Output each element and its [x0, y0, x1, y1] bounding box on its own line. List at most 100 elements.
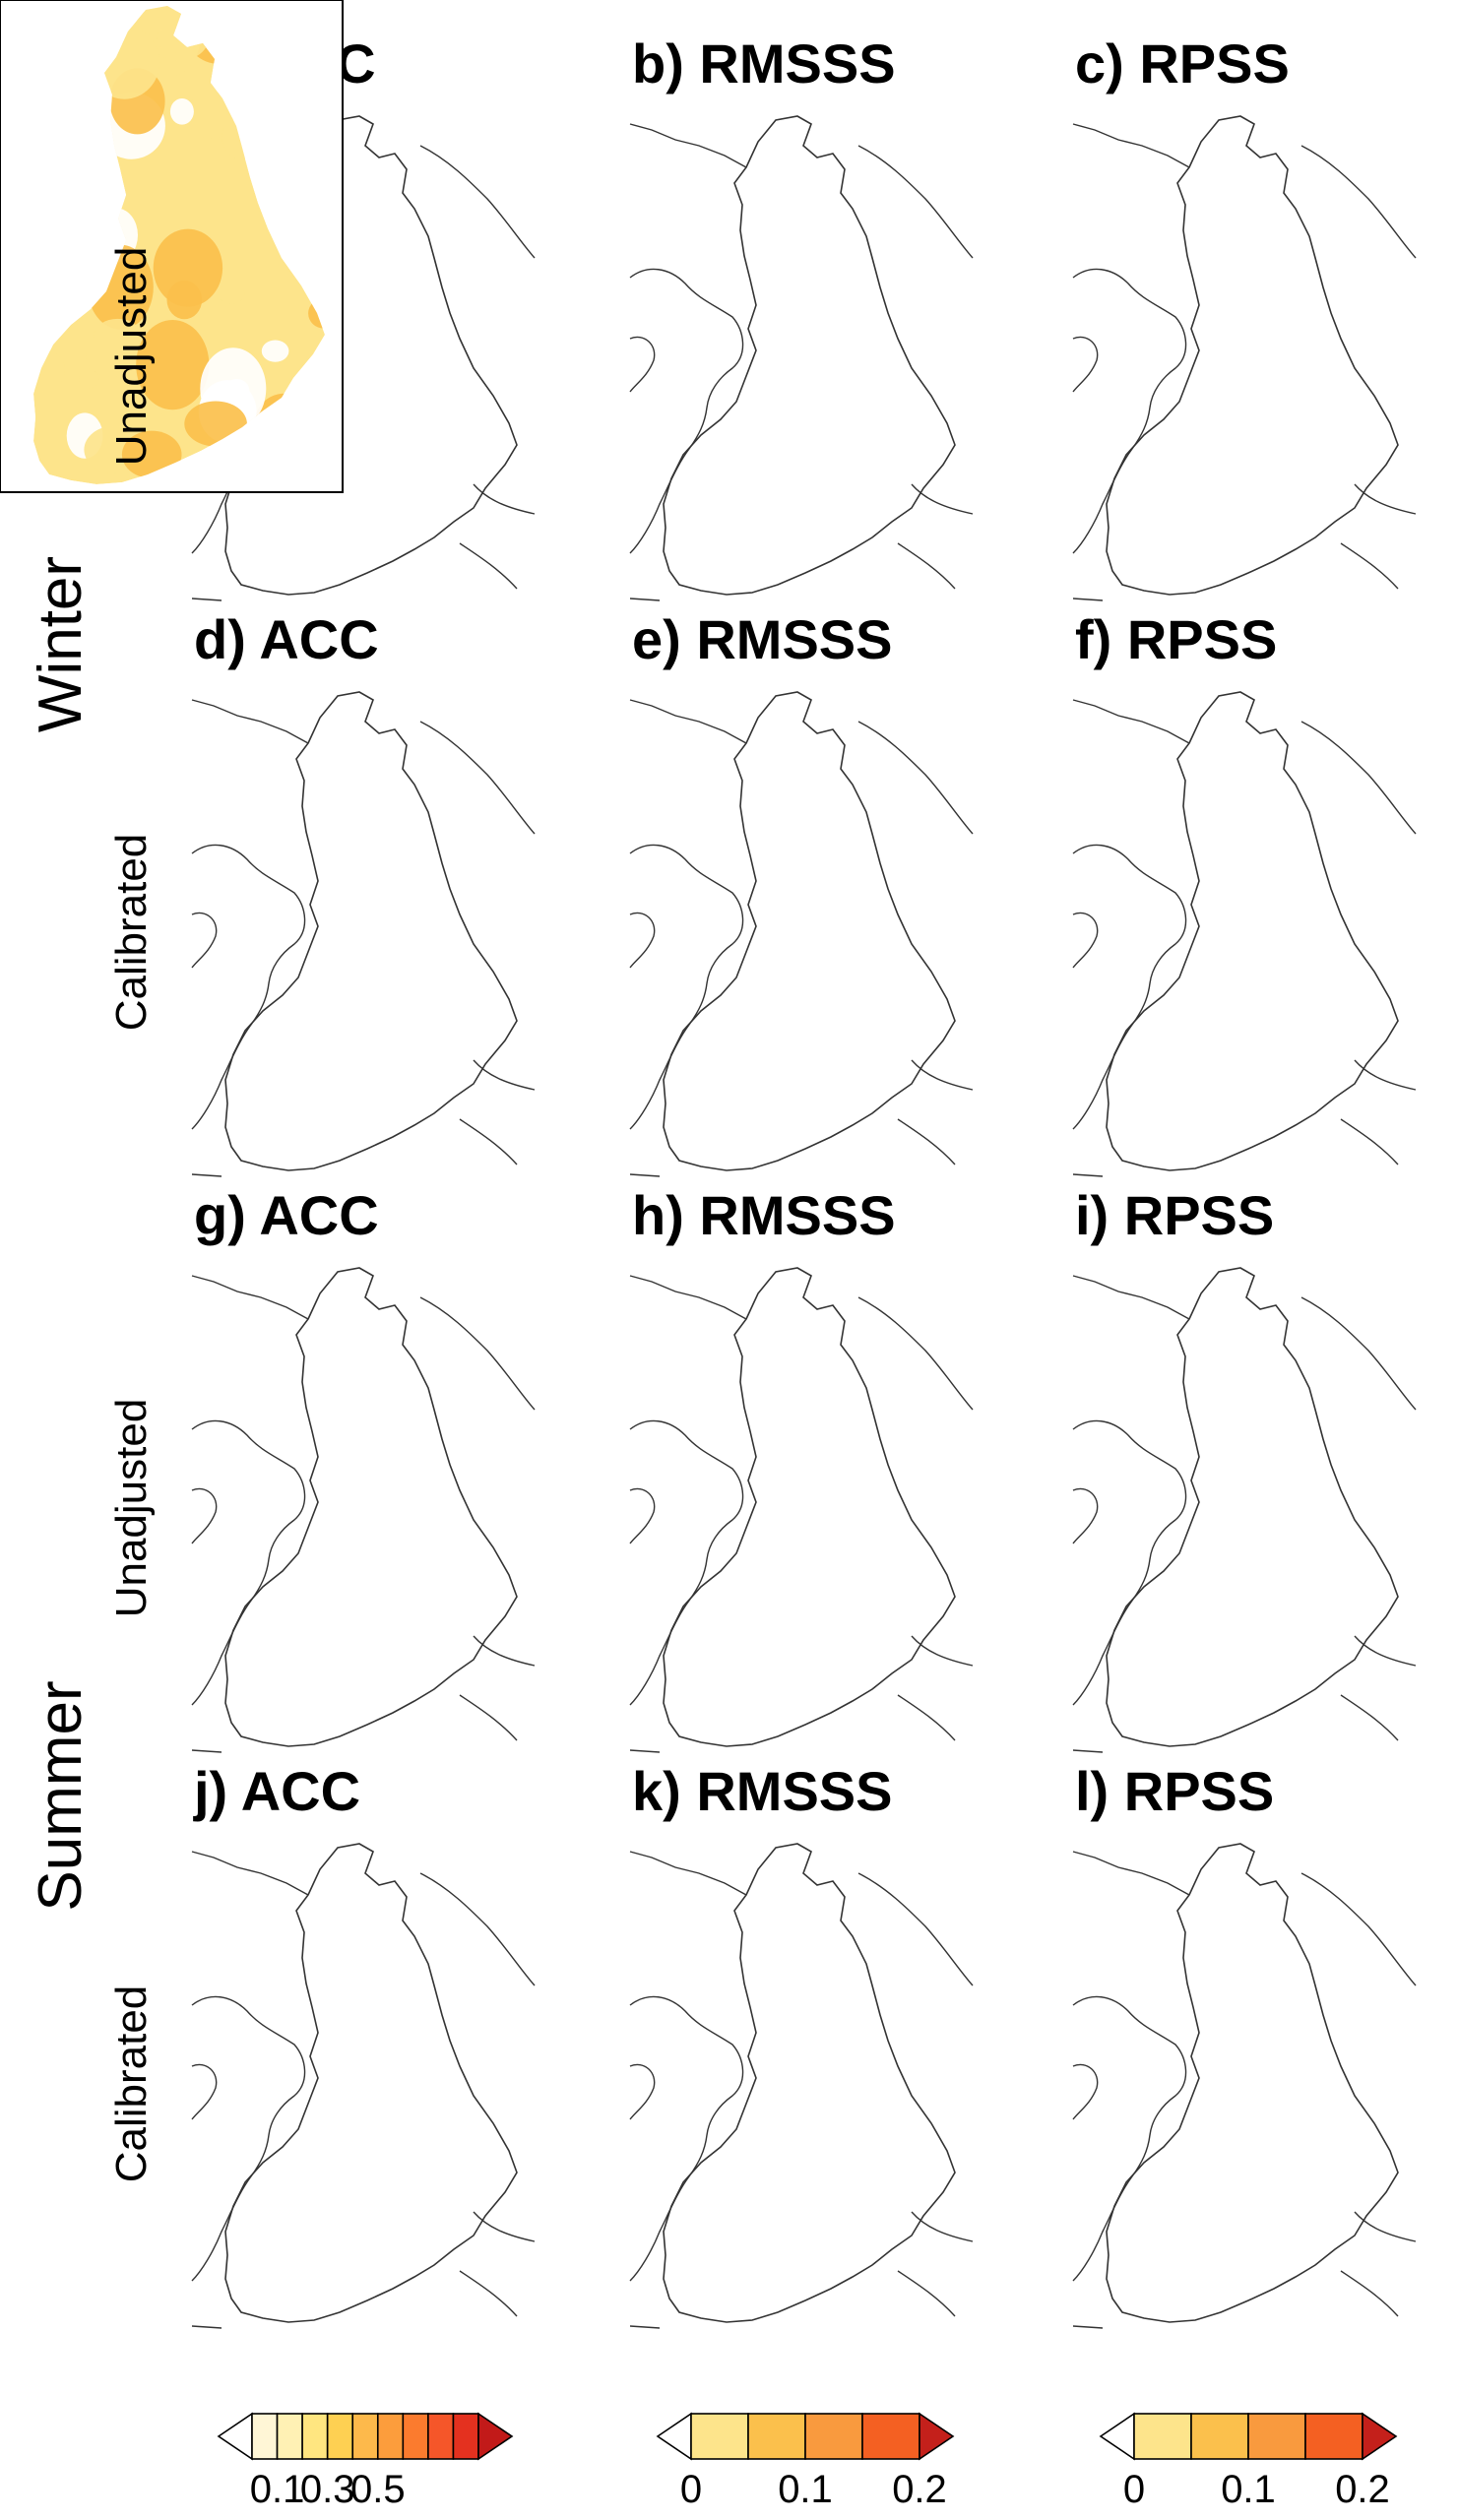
row-label: Unadjusted [107, 247, 156, 467]
colorbar-box [276, 2413, 303, 2460]
panel-d [191, 691, 536, 1177]
skill-patch [169, 98, 194, 125]
border-line [1072, 1851, 1190, 1896]
coastline [629, 1995, 744, 2282]
colorbar-box [1133, 2413, 1192, 2460]
coastline [629, 912, 656, 969]
colorbar-box [402, 2413, 429, 2460]
colorbar-tick-label: 0.3 [300, 2468, 355, 2511]
coastline [629, 483, 974, 601]
panel-title: c) RPSS [1075, 32, 1290, 94]
colorbar-tick-label: 0.1 [1221, 2468, 1276, 2511]
colorbar-box [376, 2413, 405, 2460]
coastline [629, 268, 744, 554]
panel-title: l) RPSS [1075, 1760, 1274, 1822]
panel-i [1072, 1267, 1417, 1753]
panel-e [629, 691, 974, 1177]
panel-c [1072, 115, 1417, 601]
season-label: Summer [27, 1680, 95, 1911]
colorbar-box [251, 2413, 279, 2460]
panel-b [629, 115, 974, 601]
border-line [1300, 1872, 1417, 1986]
colorbar-upper-triangle [477, 2412, 514, 2461]
coastline [1072, 2211, 1417, 2329]
colorbar-acc: 0.10.30.5 [217, 2412, 514, 2511]
coastline [191, 1995, 306, 2282]
border-line [191, 1275, 309, 1320]
coastline [629, 2063, 656, 2120]
colorbar-box [452, 2413, 479, 2460]
colorbar-upper-triangle [919, 2412, 955, 2461]
coastline [1072, 1059, 1417, 1177]
skill-patch [33, 348, 65, 392]
border-line [857, 721, 974, 835]
border-line [629, 1851, 747, 1896]
coastline [1072, 1487, 1099, 1544]
coastline [629, 844, 744, 1130]
colorbar-box [1190, 2413, 1249, 2460]
colorbar-box [747, 2413, 806, 2460]
panel-h [629, 1267, 974, 1753]
border-line [419, 721, 536, 835]
coastline [1072, 268, 1187, 554]
colorbar-box [861, 2413, 920, 2460]
panel-g [191, 1267, 536, 1753]
border-line [629, 699, 747, 744]
border-line [1072, 1275, 1190, 1320]
coastline [1072, 844, 1187, 1130]
panel-title: j) ACC [193, 1760, 360, 1822]
colorbar-tick-label: 0.2 [892, 2468, 947, 2511]
finland-border [663, 1843, 956, 2323]
border-line [857, 145, 974, 259]
coastline [1072, 336, 1099, 393]
finland-border [224, 1267, 518, 1747]
finland-border [663, 691, 956, 1171]
finland-border [1106, 1267, 1399, 1747]
colorbar-tick-label: 0 [1123, 2468, 1145, 2511]
border-line [1072, 123, 1190, 168]
finland-border [1106, 1843, 1399, 2323]
skill-patch [219, 284, 245, 304]
coastline [191, 483, 536, 601]
coastline [191, 2063, 218, 2120]
colorbar-box [1247, 2413, 1306, 2460]
colorbar-box [326, 2413, 354, 2460]
skill-patch [187, 91, 234, 139]
skill-patch [261, 340, 289, 362]
border-line [1300, 1296, 1417, 1411]
row-label: Calibrated [107, 834, 156, 1032]
coastline [191, 2211, 536, 2329]
border-line [419, 1872, 536, 1986]
colorbar-tick-label: 0.2 [1335, 2468, 1390, 2511]
coastline [1072, 912, 1099, 969]
panel-title: g) ACC [194, 1184, 379, 1246]
coastline [629, 1059, 974, 1177]
colorbar-tick-label: 0.1 [250, 2468, 305, 2511]
skill-patch [223, 379, 250, 403]
coastline [191, 1059, 536, 1177]
coastline [629, 1635, 974, 1753]
season-label: Winter [27, 556, 95, 732]
coastline [1072, 483, 1417, 601]
coastline [629, 1419, 744, 1706]
colorbar-tick-label: 0.5 [350, 2468, 406, 2511]
panel-k [629, 1843, 974, 2329]
finland-border [1106, 115, 1399, 596]
border-line [629, 1275, 747, 1320]
skill-patch [86, 331, 135, 377]
panel-j [191, 1843, 536, 2329]
colorbar-tick-label: 0 [680, 2468, 702, 2511]
panel-title: i) RPSS [1075, 1184, 1274, 1246]
coastline [191, 844, 306, 1130]
colorbar-box [1304, 2413, 1363, 2460]
row-label: Calibrated [107, 1985, 156, 2183]
border-line [1300, 721, 1417, 835]
coastline [191, 1419, 306, 1706]
colorbar-box [351, 2413, 379, 2460]
panel-f [1072, 691, 1417, 1177]
coastline [629, 2211, 974, 2329]
panel-title: d) ACC [194, 608, 379, 670]
colorbar-box [690, 2413, 749, 2460]
